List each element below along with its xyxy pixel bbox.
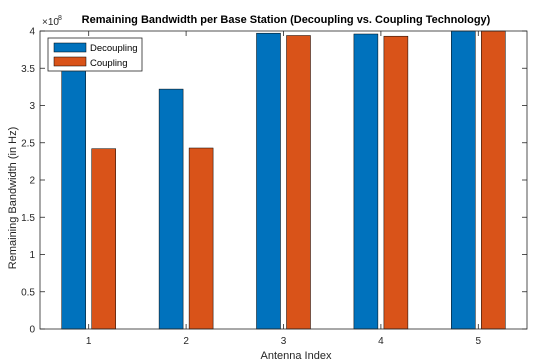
y-tick-label: 2.5 [21,138,35,149]
y-tick-label: 2 [29,176,35,187]
bar-decoupling-5 [451,30,476,330]
y-tick-label: 3.5 [21,64,35,75]
y-exponent-power: 8 [58,15,62,22]
x-tick-label: 1 [86,336,92,347]
bar-coupling-1 [91,148,116,330]
y-exponent-base: ×10 [42,17,59,28]
legend-swatch-coupling [53,56,87,67]
bar-decoupling-2 [158,88,184,330]
x-tick-label: 3 [281,336,287,347]
y-tick-label: 1.5 [21,213,35,224]
bars-group [61,30,506,330]
y-tick-label: 0.5 [21,287,35,298]
x-tick-label: 5 [476,336,482,347]
bar-decoupling-3 [256,32,281,330]
y-tick-label: 1 [29,250,35,261]
plot-area [40,31,527,329]
bar-coupling-4 [383,35,409,330]
legend: Decoupling Coupling [47,37,143,72]
bar-decoupling-4 [353,33,379,330]
bar-coupling-3 [286,35,311,330]
x-axis-title: Antenna Index [261,350,332,362]
y-axis-title: Remaining Bandwidth (in Hz) [7,127,19,269]
legend-label-decoupling: Decoupling [90,43,138,54]
bar-coupling-5 [481,30,506,330]
legend-label-coupling: Coupling [90,58,128,69]
bar-coupling-2 [188,147,214,330]
x-tick-label: 2 [183,336,189,347]
y-tick-label: 4 [29,27,35,38]
x-tick-label: 4 [378,336,384,347]
bar-decoupling-1 [61,68,86,330]
legend-swatch-decoupling [53,42,87,53]
y-tick-label: 3 [29,101,35,112]
axes-group: 0 0.5 1 1.5 2 2.5 3 3.5 4 1 2 3 4 5 [21,27,528,347]
chart-title: Remaining Bandwidth per Base Station (De… [82,14,491,26]
y-tick-label: 0 [29,325,35,336]
